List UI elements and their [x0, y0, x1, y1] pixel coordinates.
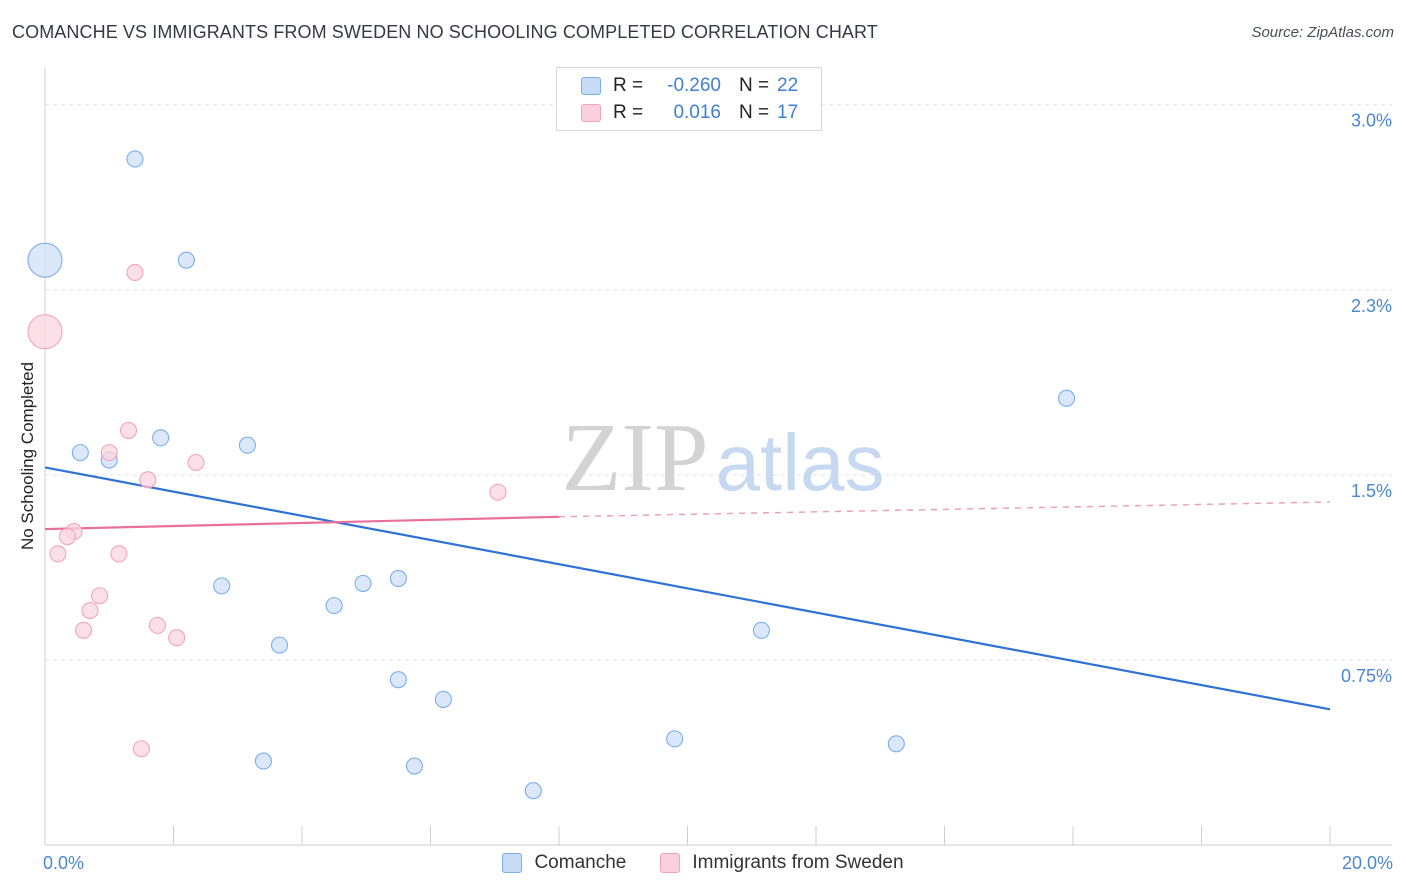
point-comanche	[405, 757, 423, 775]
legend-swatch-sweden	[660, 853, 681, 873]
watermark-zip: ZIP	[562, 404, 709, 512]
y-tick-label: 0.75%	[1341, 666, 1392, 686]
legend-label-comanche: Comanche	[534, 852, 627, 873]
data-points	[27, 110, 1076, 800]
point-sweden	[126, 263, 144, 282]
watermark: ZIP atlas	[562, 404, 885, 512]
legend-r-label: R =	[613, 102, 644, 123]
point-comanche	[887, 735, 905, 753]
legend-item-comanche[interactable]: Comanche	[502, 852, 626, 874]
legend-item-sweden[interactable]: Immigrants from Sweden	[660, 852, 904, 874]
point-comanche	[524, 782, 542, 800]
tick-labels: 0.75% 1.5% 2.3% 3.0% 0.0% 20.0%	[43, 111, 1393, 873]
point-comanche	[434, 690, 452, 708]
point-sweden	[91, 587, 109, 605]
point-comanche	[270, 636, 289, 654]
correlation-legend: R = -0.260 N = 22 R = 0.016 N = 17	[556, 67, 822, 131]
series-legend: Comanche Immigrants from Sweden	[0, 852, 1406, 874]
point-comanche	[389, 671, 407, 689]
point-comanche	[177, 251, 195, 269]
legend-r-label: R =	[613, 75, 644, 96]
point-sweden	[132, 740, 150, 758]
point-comanche	[152, 429, 170, 447]
y-tick-label: 1.5%	[1351, 481, 1392, 501]
legend-label-sweden: Immigrants from Sweden	[692, 852, 904, 873]
point-comanche	[27, 242, 63, 278]
point-sweden	[27, 314, 63, 350]
point-comanche	[752, 621, 770, 639]
legend-swatch-comanche	[502, 853, 523, 873]
legend-r-value: 0.016	[673, 102, 721, 123]
source-label: Source: ZipAtlas.com	[1251, 24, 1394, 41]
trend-lines	[44, 466, 1331, 711]
point-sweden	[110, 545, 128, 563]
point-sweden	[187, 453, 205, 472]
point-sweden	[75, 621, 93, 639]
legend-n-label: N =	[739, 102, 770, 123]
point-sweden	[58, 527, 77, 546]
point-sweden	[81, 602, 99, 620]
legend-swatch-sweden	[581, 104, 601, 122]
point-comanche	[254, 752, 273, 770]
legend-row-sweden: R = 0.016 N = 17	[581, 101, 807, 125]
y-tick-label: 2.3%	[1351, 296, 1392, 316]
x-tick-label-max: 20.0%	[1342, 853, 1393, 873]
axes	[44, 68, 1392, 846]
trend-line-sweden	[44, 515, 560, 531]
legend-r-value: -0.260	[667, 75, 721, 96]
chart-title: COMANCHE VS IMMIGRANTS FROM SWEDEN NO SC…	[12, 22, 878, 42]
point-sweden	[139, 471, 157, 489]
point-comanche	[126, 150, 144, 168]
legend-row-comanche: R = -0.260 N = 22	[581, 74, 807, 98]
point-comanche	[354, 574, 372, 592]
point-comanche	[389, 569, 407, 588]
point-comanche	[325, 597, 343, 615]
point-sweden	[148, 616, 166, 634]
legend-n-value: 22	[777, 75, 799, 96]
y-tick-label: 3.0%	[1351, 111, 1392, 131]
point-sweden	[168, 629, 186, 647]
point-comanche	[213, 577, 231, 595]
legend-n-value: 17	[777, 102, 799, 123]
x-tick-label-min: 0.0%	[43, 853, 84, 873]
legend-n-label: N =	[739, 75, 770, 96]
point-comanche	[666, 730, 684, 748]
point-comanche	[71, 444, 89, 462]
point-sweden	[100, 444, 118, 462]
gridlines	[45, 104, 1392, 661]
trend-line-sweden-projection	[558, 501, 1331, 518]
point-comanche	[238, 436, 256, 454]
legend-swatch-comanche	[581, 77, 601, 95]
trend-line-comanche	[44, 466, 1331, 711]
point-sweden	[49, 545, 67, 563]
point-comanche	[1058, 389, 1076, 407]
point-sweden	[489, 483, 507, 501]
watermark-atlas: atlas	[716, 418, 885, 507]
point-sweden	[119, 421, 138, 439]
